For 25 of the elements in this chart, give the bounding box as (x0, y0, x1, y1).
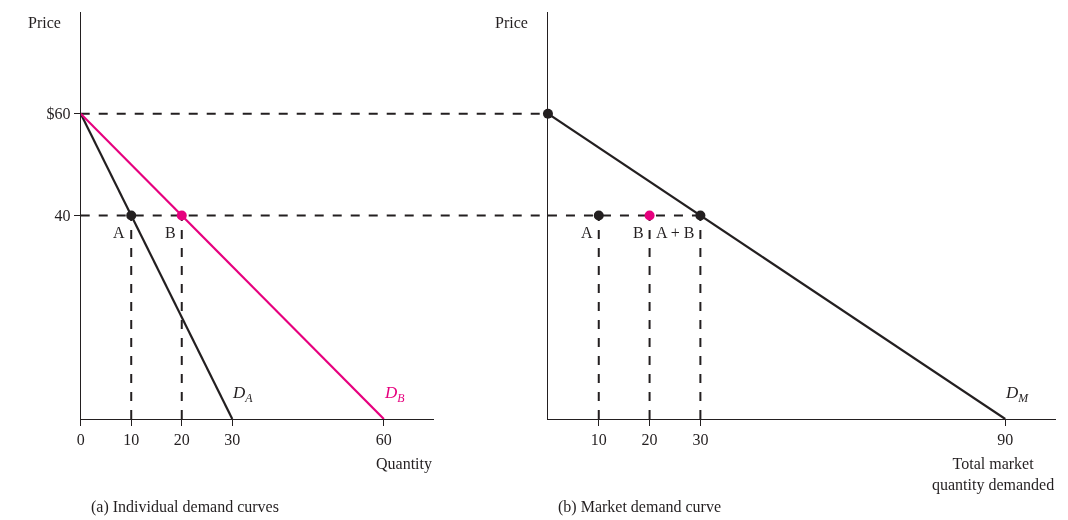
x-tick-label: 10 (123, 431, 140, 449)
y-tick-label: $60 (46, 105, 71, 123)
series-label: D$_{B}$ (384, 383, 405, 405)
x-tick-label: 20 (173, 431, 190, 449)
y-axis-title: Price (28, 14, 61, 31)
x-tick-label: 0 (76, 431, 85, 449)
y-axis-title: Price (495, 14, 528, 31)
x-axis-title: Quantity (376, 455, 432, 473)
text: (a) Individual demand curves (91, 498, 279, 516)
annotation: A (113, 224, 125, 241)
y-tick-label: 40 (54, 207, 71, 225)
x-tick-label: 20 (641, 431, 658, 449)
series-label: D$_{A}$ (232, 383, 254, 405)
annotation: B (165, 224, 176, 241)
x-tick-label: 60 (375, 431, 392, 449)
x-axis-title: Total market quantity demanded (932, 455, 1055, 494)
annotation: A + B (656, 224, 695, 241)
x-tick-label: 10 (590, 431, 607, 449)
x-tick-label: 30 (224, 431, 241, 449)
series-label: D$_{M}$ (1005, 383, 1030, 405)
x-tick-label: 90 (997, 431, 1014, 449)
text: (b) Market demand curve (558, 498, 722, 516)
annotation: A (581, 224, 593, 241)
x-tick-label: 30 (692, 431, 709, 449)
annotation: B (633, 224, 644, 241)
